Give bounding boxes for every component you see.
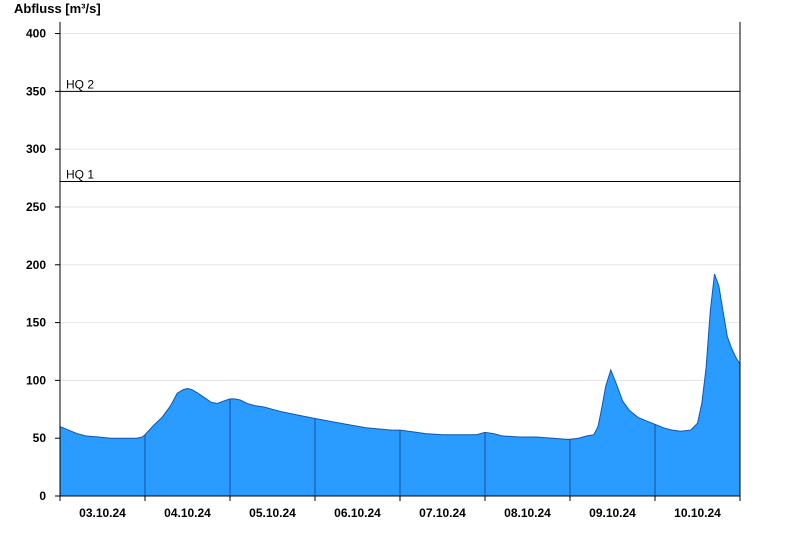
x-tick-label-7: 10.10.24 (674, 506, 721, 520)
x-tick-label-1: 04.10.24 (164, 506, 211, 520)
reference-label-0: HQ 2 (66, 77, 94, 91)
x-tick-label-3: 06.10.24 (334, 506, 381, 520)
x-tick-label-4: 07.10.24 (419, 506, 466, 520)
x-tick-label-5: 08.10.24 (504, 506, 551, 520)
day-separators (144, 398, 656, 496)
reference-lines: HQ 2 HQ 1 (60, 77, 740, 183)
y-tick-label-250: 250 (26, 200, 46, 214)
x-tick-label-0: 03.10.24 (79, 506, 126, 520)
y-tick-label-350: 350 (26, 84, 46, 98)
reference-label-1: HQ 1 (66, 168, 94, 182)
y-tick-label-150: 150 (26, 316, 46, 330)
y-tick-label-200: 200 (26, 258, 46, 272)
y-tick-label-100: 100 (26, 373, 46, 387)
y-tick-label-50: 50 (33, 431, 47, 445)
y-axis-title: Abfluss [m³/s] (14, 1, 101, 16)
y-axis-ticks: 0 50 100 150 200 250 300 350 400 (26, 27, 60, 503)
x-tick-label-6: 09.10.24 (589, 506, 636, 520)
x-tick-label-2: 05.10.24 (249, 506, 296, 520)
series-line-0 (59, 273, 741, 440)
y-tick-label-300: 300 (26, 142, 46, 156)
y-tick-label-400: 400 (26, 27, 46, 41)
x-axis-ticks: 03.10.24 04.10.24 05.10.24 06.10.24 07.10.24… (59, 496, 741, 520)
y-tick-label-0: 0 (39, 489, 46, 503)
gridlines (60, 33, 740, 439)
